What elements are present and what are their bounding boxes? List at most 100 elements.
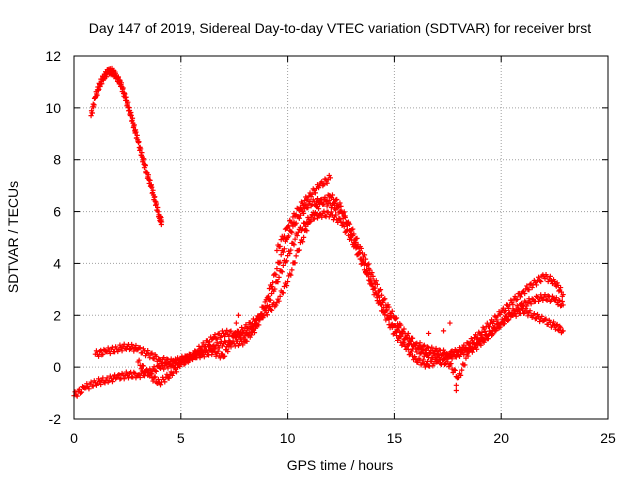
data-point-track-c (144, 367, 150, 373)
data-point-track-c (497, 324, 503, 330)
data-point-track-c (372, 290, 378, 296)
data-point-track-c (273, 302, 279, 308)
data-point-early-high-arc (147, 177, 153, 183)
data-point-isolated-points (453, 387, 459, 394)
data-point-track-b (377, 287, 384, 293)
data-point-track-c (280, 290, 286, 296)
data-point-track-a (131, 369, 137, 375)
data-point-track-c (299, 239, 306, 245)
data-point-track-c (173, 369, 180, 375)
data-point-track-b (261, 305, 267, 311)
data-point-track-c (183, 355, 189, 361)
data-point-track-b (131, 348, 137, 354)
data-point-track-b (381, 297, 387, 303)
data-point-track-c (531, 311, 537, 317)
data-point-early-high-arc (112, 71, 119, 77)
data-point-early-high-arc (155, 209, 161, 215)
data-point-track-b (378, 292, 385, 298)
data-point-track-c (209, 351, 215, 358)
data-point-track-c (474, 346, 480, 352)
data-point-track-b (393, 315, 400, 321)
data-point-track-b (498, 310, 504, 316)
data-point-track-b (126, 346, 133, 353)
data-point-track-b (386, 304, 392, 310)
data-point-track-b (482, 328, 488, 334)
data-point-track-c (505, 317, 511, 324)
data-point-track-c (444, 356, 450, 362)
data-point-early-high-arc (139, 150, 145, 156)
data-point-track-b (557, 284, 564, 291)
data-point-track-b (385, 302, 391, 308)
data-point-track-a (102, 380, 108, 386)
data-point-track-c (201, 354, 207, 360)
data-point-track-b (510, 301, 516, 307)
data-point-track-b (512, 293, 518, 300)
data-point-track-c (268, 307, 275, 313)
data-point-track-b (145, 347, 151, 354)
data-point-early-high-arc (91, 102, 97, 108)
data-point-track-a (244, 338, 250, 344)
data-point-track-d (286, 223, 292, 229)
data-point-track-b (219, 328, 226, 334)
data-point-track-a (288, 247, 294, 253)
data-point-track-c (215, 348, 221, 354)
data-point-track-c (267, 306, 274, 313)
data-point-track-c (537, 318, 543, 325)
data-point-track-a (319, 214, 325, 220)
data-point-track-c (366, 274, 372, 280)
data-point-track-b (502, 307, 509, 314)
data-point-track-a (560, 302, 566, 308)
data-point-track-b (205, 341, 212, 348)
data-point-track-b (162, 359, 168, 365)
data-point-track-b (265, 293, 271, 299)
data-point-track-c (301, 234, 307, 240)
data-point-track-b (163, 360, 169, 366)
data-point-track-d (324, 180, 330, 186)
data-point-track-c (377, 301, 384, 307)
data-point-track-d (301, 202, 307, 209)
data-point-track-b (429, 344, 435, 350)
data-point-track-c (243, 322, 249, 328)
y-tick-label: 0 (53, 359, 61, 375)
data-point-track-c (211, 346, 217, 352)
data-point-track-d (281, 233, 287, 239)
data-point-track-b (486, 324, 493, 330)
data-point-track-c (277, 293, 283, 299)
data-point-track-c (225, 348, 231, 355)
data-point-track-b (149, 350, 155, 356)
data-point-track-c (376, 298, 383, 304)
data-point-track-c (197, 355, 203, 361)
data-point-track-c (534, 311, 541, 318)
data-point-track-c (304, 228, 310, 234)
data-point-track-c (318, 197, 324, 203)
x-tick-label: 5 (177, 430, 185, 446)
data-point-track-a (549, 293, 556, 299)
data-point-track-b (274, 266, 280, 272)
data-point-track-c (258, 311, 264, 318)
data-point-track-b (288, 228, 294, 235)
data-point-track-b (479, 329, 485, 336)
data-point-track-a (283, 258, 290, 264)
data-point-track-a (275, 279, 281, 285)
data-point-track-c (408, 348, 415, 354)
data-point-track-c (329, 192, 336, 198)
data-point-track-b (107, 350, 113, 357)
data-point-track-c (245, 325, 251, 331)
data-point-track-a (333, 212, 339, 218)
y-tick-label: 10 (45, 100, 61, 116)
data-point-track-a (514, 303, 520, 309)
data-point-track-b (491, 318, 497, 325)
data-point-track-a (121, 376, 127, 382)
data-point-track-c (346, 227, 353, 234)
data-point-track-a (535, 298, 542, 304)
data-point-track-c (145, 369, 151, 375)
data-point-track-b (272, 271, 278, 277)
data-point-track-c (234, 328, 241, 334)
data-point-track-b (535, 274, 542, 280)
data-point-track-b (245, 333, 251, 339)
data-point-track-a (272, 286, 278, 292)
data-point-track-c (478, 342, 484, 348)
data-point-track-c (338, 203, 344, 209)
data-point-track-b (213, 335, 219, 342)
